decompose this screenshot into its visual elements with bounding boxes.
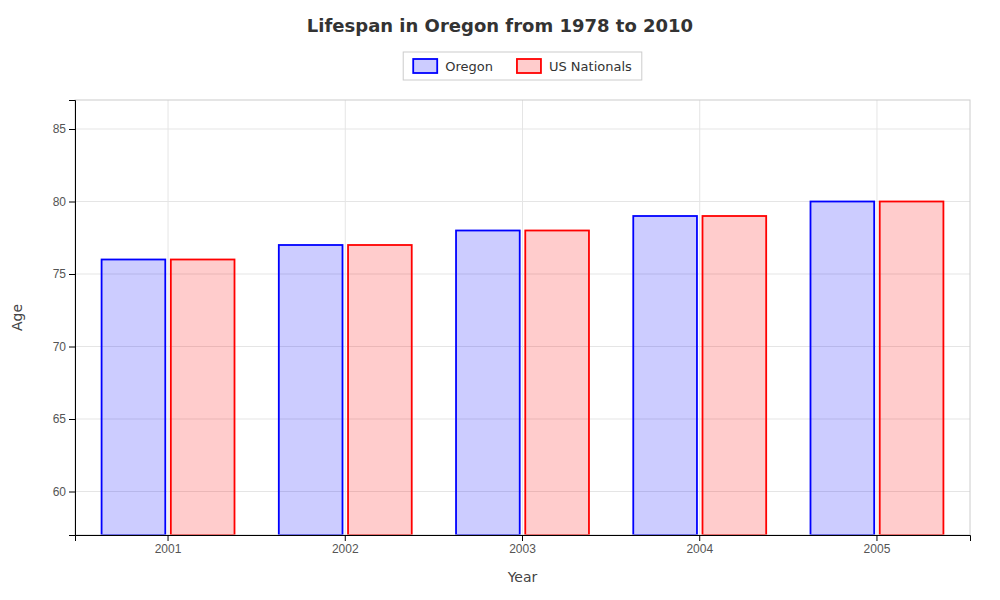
y-tick: 70 [53,340,75,354]
x-axis: 2001 2002 2003 2004 2005 [76,535,971,556]
bar [880,202,944,536]
grid-line-x [168,100,169,535]
y-tick: 85 [53,122,75,136]
series [171,202,944,536]
y-tick: 60 [53,485,75,499]
x-tick: 2005 [864,535,891,556]
bar [348,245,412,535]
y-axis-title: Age [9,304,25,331]
x-tick-label: 2001 [155,542,182,556]
y-axis: 60 65 70 75 80 85 [53,101,76,536]
y-tick-mark [69,347,75,348]
bar [171,260,235,536]
y-tick: 75 [53,267,75,281]
y-tick-mark [69,202,75,203]
legend-item: Oregon [413,59,493,74]
x-axis-line [76,536,971,542]
y-tick-label: 60 [53,485,67,499]
series [102,202,875,536]
x-axis-title: Year [507,569,538,585]
x-tick-label: 2003 [509,542,536,556]
y-tick-mark [69,419,75,420]
y-tick-mark [69,129,75,130]
x-tick-label: 2004 [686,542,713,556]
y-tick-label: 70 [53,340,67,354]
legend-swatch [517,59,541,73]
y-tick: 65 [53,412,75,426]
y-axis-line [69,101,76,536]
x-tick-mark [168,535,169,541]
x-tick-label: 2002 [332,542,359,556]
y-tick-mark [69,274,75,275]
grid-line-x [522,100,523,535]
grid-line-x [699,100,700,535]
bar [102,260,166,536]
bar [633,216,697,535]
bar [525,231,589,536]
x-tick-mark [876,535,877,541]
x-tick-label: 2005 [864,542,891,556]
chart: 2001 2002 2003 2004 2005 60 65 70 75 80 85 Year Age L… [0,0,1000,600]
x-tick-mark [522,535,523,541]
grid-line-x [345,100,346,535]
grid [75,100,970,535]
bar [702,216,766,535]
title: Lifespan in Oregon from 1978 to 2010 [307,15,693,36]
legend-label: US Nationals [549,59,632,74]
y-tick: 80 [53,195,75,209]
y-tick-label: 75 [53,267,67,281]
legend: Oregon US Nationals [403,52,642,80]
y-tick-mark [69,492,75,493]
bar [279,245,343,535]
x-tick: 2004 [686,535,713,556]
legend-swatch [413,59,437,73]
legend-label: Oregon [445,59,493,74]
bar [810,202,874,536]
x-tick-mark [699,535,700,541]
x-tick-mark [345,535,346,541]
grid-line-x [876,100,877,535]
x-tick: 2002 [332,535,359,556]
y-tick-label: 80 [53,195,67,209]
x-tick: 2001 [155,535,182,556]
x-tick: 2003 [509,535,536,556]
plot: 2001 2002 2003 2004 2005 60 65 70 75 80 85 [53,100,971,556]
y-tick-label: 65 [53,412,67,426]
plot-frame [75,100,970,535]
legend-box [403,52,642,80]
legend-item: US Nationals [517,59,632,74]
bar [456,231,520,536]
bars [102,202,944,536]
y-tick-label: 85 [53,122,67,136]
